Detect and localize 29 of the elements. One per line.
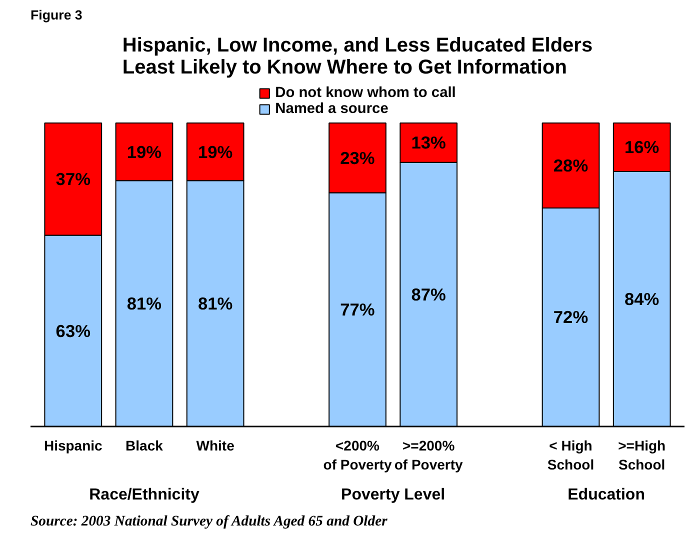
legend-label: Do not know whom to call — [275, 85, 456, 101]
data-label: 72% — [553, 307, 588, 328]
data-label: 37% — [56, 169, 90, 190]
x-tick-label: >=High School — [618, 438, 666, 473]
data-label: 87% — [411, 284, 446, 304]
text: Education — [568, 486, 645, 504]
data-label: 19% — [126, 142, 162, 162]
x-tick-label: >=200% of Poverty — [394, 438, 464, 473]
legend-label: Named a source — [275, 101, 388, 117]
x-tick-label: <200% of Poverty — [323, 438, 392, 473]
chart-subtitle: Figure 3 — [30, 8, 82, 22]
x-tick-label: < High School — [547, 438, 594, 473]
chart-title: Hispanic, Low Income, and Less Educated Elders Least Likely to Know Where to Get Information — [122, 34, 593, 78]
data-label: 13% — [411, 132, 446, 153]
data-label: 63% — [56, 320, 90, 341]
data-label: 81% — [126, 294, 162, 314]
data-label: 23% — [340, 148, 375, 168]
text: Race/Ethnicity — [89, 486, 200, 504]
x-tick-label: Hispanic — [44, 438, 103, 454]
text: Poverty Level — [341, 486, 446, 504]
data-label: 28% — [553, 155, 588, 176]
data-label: 84% — [624, 289, 660, 310]
x-tick-label: Black — [126, 438, 164, 454]
data-label: 19% — [198, 142, 233, 162]
data-label: 77% — [340, 300, 375, 320]
data-label: 81% — [198, 294, 233, 314]
source-note: Source: 2003 National Survey of Adults Aged 65 and Older — [30, 514, 388, 530]
x-tick-label: White — [196, 438, 235, 454]
data-label: 16% — [624, 137, 660, 158]
